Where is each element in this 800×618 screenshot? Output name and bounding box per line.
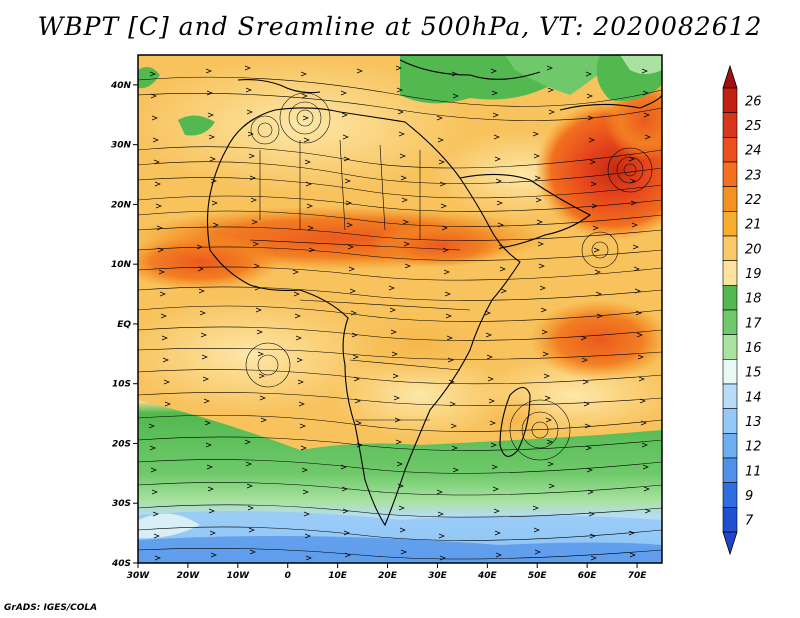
colorbar-label: 23 xyxy=(745,168,762,183)
coastlines xyxy=(206,59,662,527)
lon-tick-label: 30W xyxy=(127,571,151,581)
longitude-axis: 30W 20W 10W 0 10E 20E 30E 40E 50E 60E 70E xyxy=(127,563,647,581)
colorbar-label: 22 xyxy=(745,193,762,208)
country-borders xyxy=(249,139,471,421)
colorbar-label: 9 xyxy=(745,489,753,504)
colorbar-label: 26 xyxy=(745,94,762,109)
footer-credit: GrADS: IGES/COLA xyxy=(4,603,98,613)
colorbar-swatch xyxy=(722,137,738,163)
colorbar-swatch xyxy=(722,235,738,261)
colorbar-swatch xyxy=(722,482,738,508)
lat-tick-label: 30N xyxy=(111,141,132,151)
latitude-axis: 40N 30N 20N 10N EQ 10S 20S 30S 40S xyxy=(110,81,138,569)
colorbar-label: 16 xyxy=(745,341,762,356)
lat-tick-label: 10N xyxy=(111,260,132,270)
colorbar-label: 15 xyxy=(745,366,762,381)
colorbar-label: 12 xyxy=(745,440,762,455)
colorbar-swatch xyxy=(722,507,738,533)
colorbar-swatch xyxy=(722,359,738,385)
colorbar-swatch xyxy=(722,285,738,311)
colorbar-label: 17 xyxy=(745,316,762,331)
colorbar-label: 21 xyxy=(745,218,762,233)
colorbar-swatch xyxy=(722,383,738,409)
colorbar-label: 18 xyxy=(745,292,762,307)
lat-tick-label: 40S xyxy=(111,559,131,569)
wbpt-field xyxy=(138,55,662,563)
lon-tick-label: 0 xyxy=(285,571,291,581)
lon-tick-label: 10E xyxy=(328,571,348,581)
colorbar-swatch xyxy=(722,334,738,360)
lon-tick-label: 60E xyxy=(578,571,598,581)
colorbar-label: 25 xyxy=(745,119,762,134)
lon-tick-label: 30E xyxy=(428,571,448,581)
colorbar-swatch xyxy=(722,211,738,237)
lon-tick-label: 50E xyxy=(528,571,548,581)
colorbar-swatch xyxy=(722,161,738,187)
colorbar-label: 11 xyxy=(745,464,762,479)
colorbar-label: 24 xyxy=(745,144,762,159)
colorbar-swatch xyxy=(722,408,738,434)
lat-tick-label: 20S xyxy=(112,439,131,449)
colorbar-swatch xyxy=(722,309,738,335)
lat-tick-label: 20N xyxy=(111,200,132,210)
colorbar-label: 14 xyxy=(745,390,762,405)
lon-tick-label: 40E xyxy=(477,571,498,581)
colorbar-swatch xyxy=(722,457,738,483)
map-title: WBPT [C] and Sreamline at 500hPa, VT: 20… xyxy=(37,12,763,41)
colorbar-label: 20 xyxy=(745,242,762,257)
colorbar-swatch xyxy=(722,87,738,113)
colorbar-label: 13 xyxy=(745,415,762,430)
lat-tick-label: 10S xyxy=(112,380,131,390)
lon-tick-label: 20W xyxy=(177,571,201,581)
colorbar-swatch xyxy=(722,260,738,286)
colorbar: 26 25 24 23 22 21 20 19 18 17 16 15 14 13 12 11 9 7 xyxy=(722,64,762,556)
lon-tick-label: 10W xyxy=(227,571,251,581)
colorbar-swatch xyxy=(722,112,738,138)
colorbar-label: 7 xyxy=(745,514,754,529)
colorbar-swatch xyxy=(722,186,738,212)
colorbar-label: 19 xyxy=(745,267,762,282)
lat-tick-label: 30S xyxy=(112,499,131,509)
colorbar-top-arrow xyxy=(722,64,738,89)
lon-tick-label: 20E xyxy=(378,571,398,581)
colorbar-swatch xyxy=(722,433,738,459)
colorbar-bottom-arrow xyxy=(722,531,738,556)
lat-tick-label: EQ xyxy=(117,320,131,330)
lon-tick-label: 70E xyxy=(628,571,648,581)
lat-tick-label: 40N xyxy=(110,81,132,91)
map-frame xyxy=(137,54,663,564)
